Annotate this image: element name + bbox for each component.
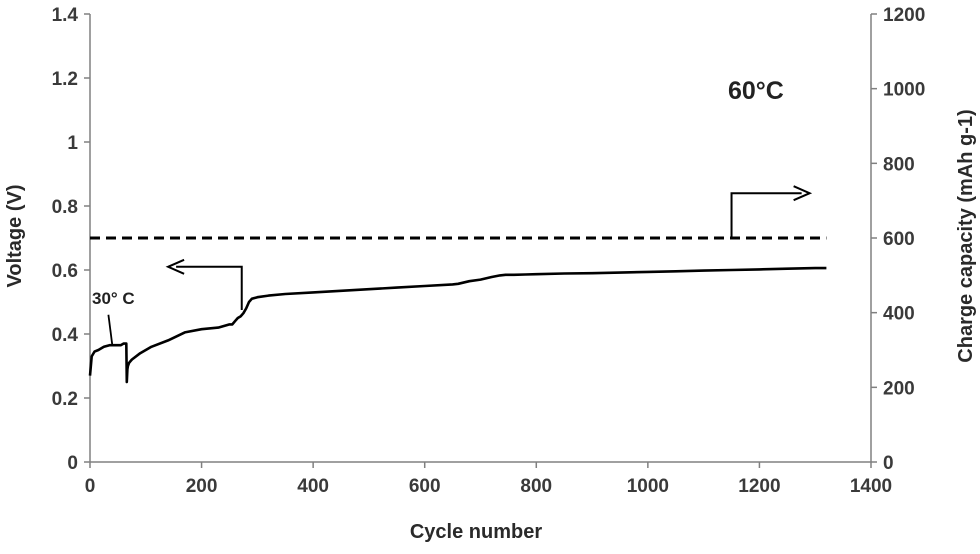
y-tick-label: 0 xyxy=(67,453,78,474)
y2-tick-label: 1200 xyxy=(883,5,925,26)
y2-tick-label: 600 xyxy=(883,229,915,250)
y-axis-title-left: Voltage (V) xyxy=(4,185,26,288)
left-arrow-line xyxy=(176,265,243,310)
y-tick-label: 0.8 xyxy=(52,197,78,218)
x-axis: 0 200 400 600 800 1000 1200 1400 xyxy=(85,462,892,497)
annotation-30c-leader xyxy=(107,314,114,346)
y2-tick-label: 0 xyxy=(883,453,894,474)
x-tick-label: 200 xyxy=(186,476,218,497)
x-tick-label: 600 xyxy=(409,476,441,497)
y-tick-label: 0.2 xyxy=(52,389,78,410)
x-tick-label: 800 xyxy=(520,476,552,497)
right-arrow-line xyxy=(730,192,802,238)
y-tick-label: 0.6 xyxy=(52,261,78,282)
series-layer xyxy=(88,236,827,384)
y-axis-right: 0 200 400 600 800 1000 1200 xyxy=(871,5,925,474)
y-axis-title-right: Charge capacity (mAh g-1) xyxy=(955,109,977,362)
right-arrow-head xyxy=(793,185,813,202)
left-arrow-head xyxy=(165,258,185,275)
y-axis-left: 0 0.2 0.4 0.6 0.8 1 1.2 1.4 xyxy=(52,5,90,474)
y2-tick-label: 1000 xyxy=(883,80,925,101)
annotation-30c: 30° C xyxy=(92,289,135,308)
x-axis-title: Cycle number xyxy=(410,521,542,543)
voltage-line xyxy=(88,266,827,384)
arrow-layer xyxy=(107,185,813,346)
x-tick-label: 1000 xyxy=(627,476,669,497)
y-tick-label: 0.4 xyxy=(52,325,79,346)
x-tick-label: 1200 xyxy=(738,476,780,497)
annotation-60c: 60°C xyxy=(728,77,784,105)
y-tick-label: 1.2 xyxy=(52,69,78,90)
y-tick-label: 1 xyxy=(67,133,78,154)
x-tick-label: 1400 xyxy=(850,476,892,497)
x-tick-label: 0 xyxy=(85,476,96,497)
y2-tick-label: 800 xyxy=(883,154,915,175)
y2-tick-label: 200 xyxy=(883,378,915,399)
x-tick-label: 400 xyxy=(297,476,329,497)
y2-tick-label: 400 xyxy=(883,304,915,325)
y-tick-label: 1.4 xyxy=(52,5,79,26)
